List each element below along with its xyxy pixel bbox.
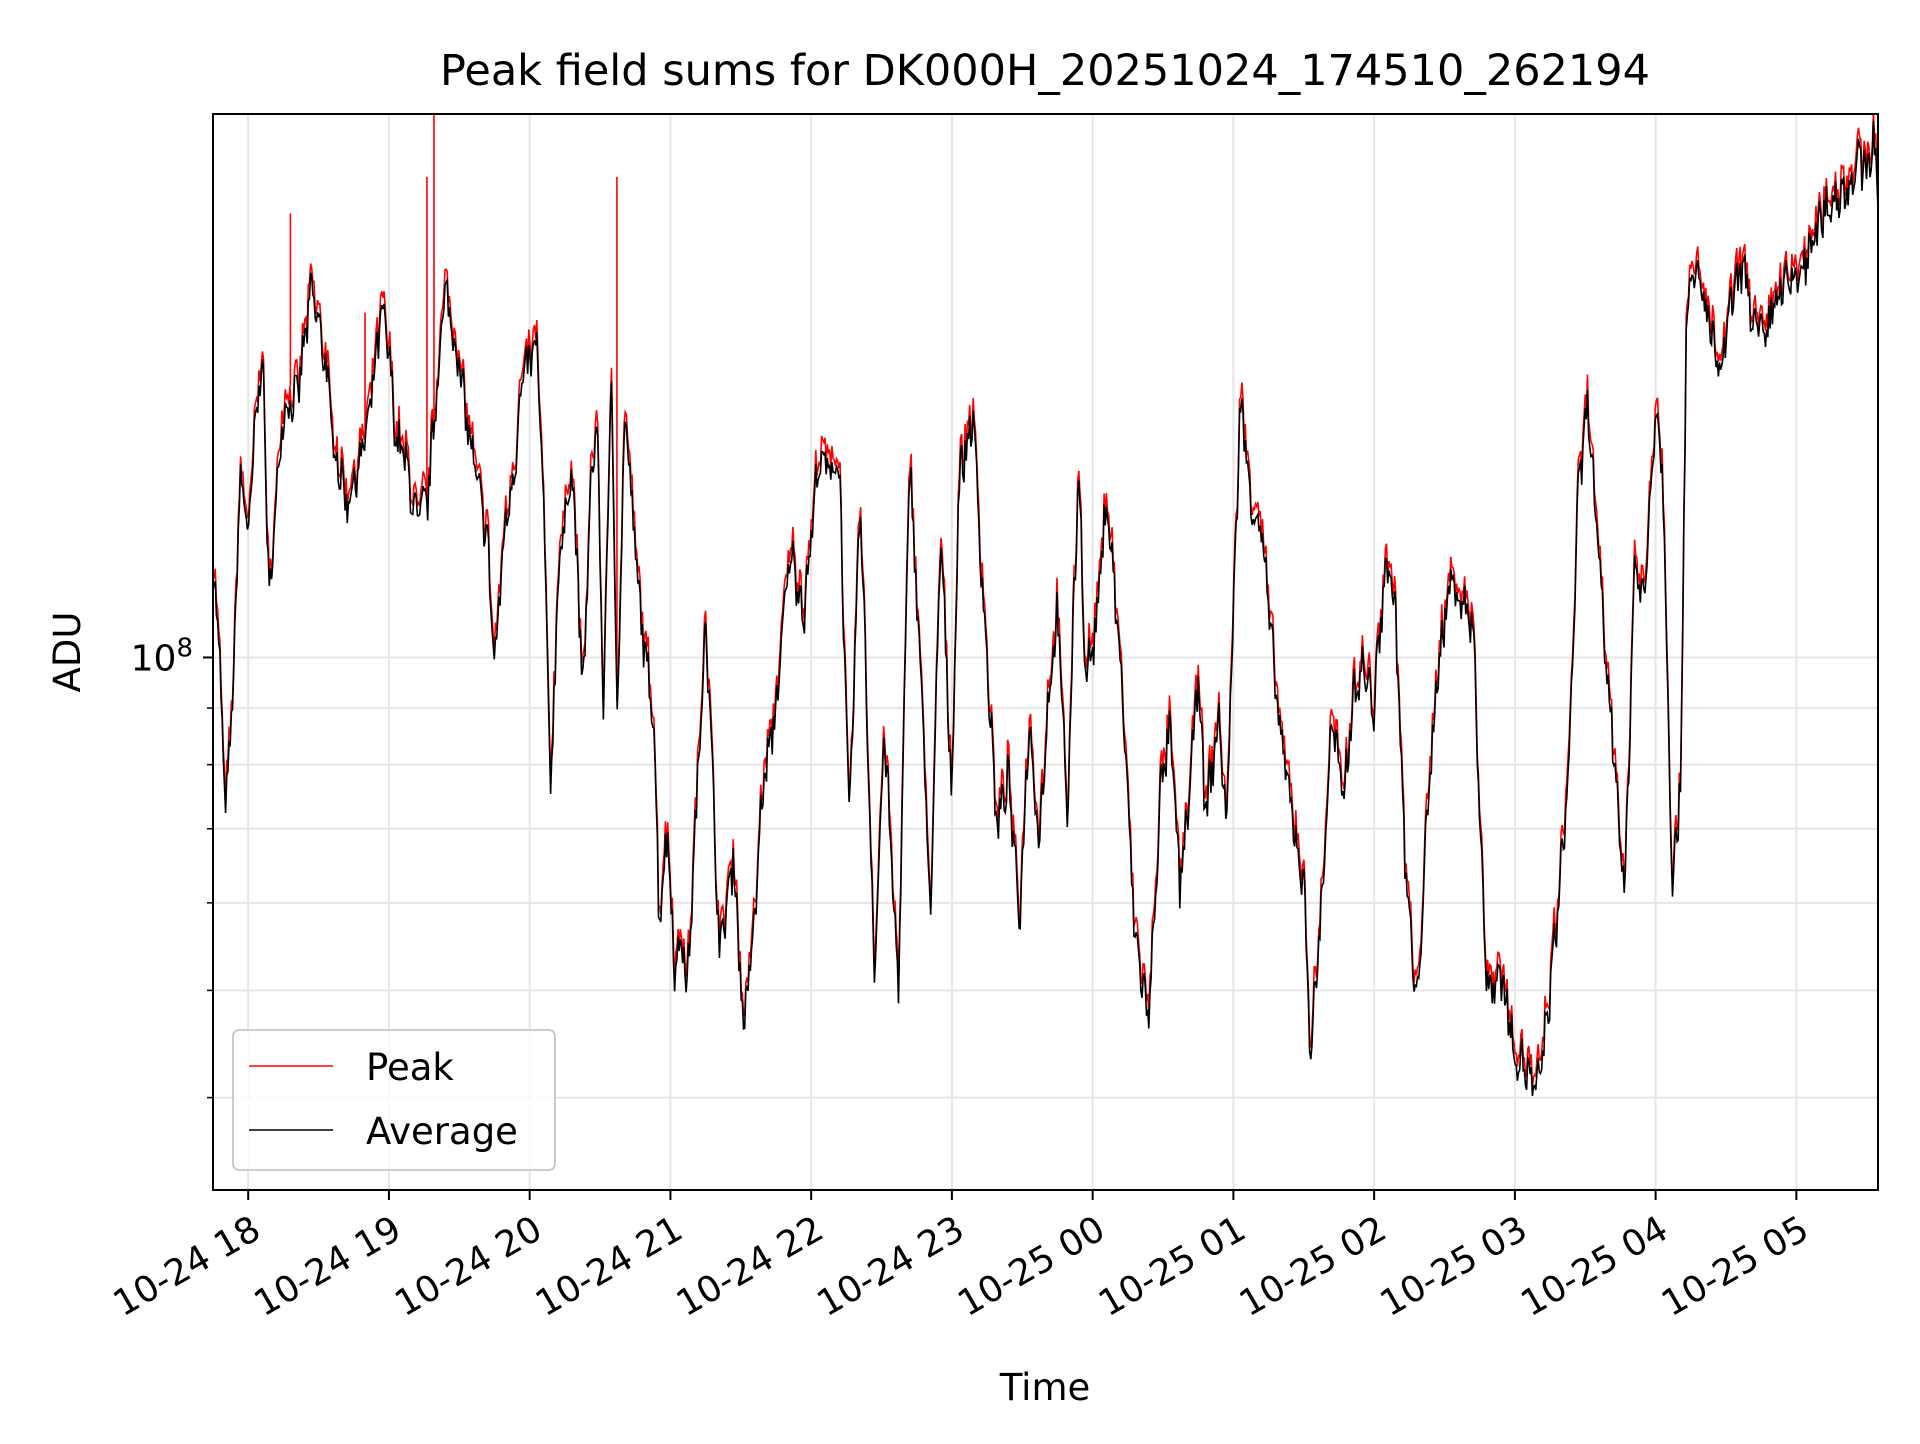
grid-lines	[213, 114, 1878, 1190]
legend-box	[232, 1029, 556, 1171]
chart-title: Peak field sums for DK000H_20251024_1745…	[440, 46, 1650, 96]
x-axis-label: Time	[999, 1366, 1091, 1409]
y-axis-label: ADU	[46, 612, 89, 693]
series-layer	[213, 114, 1878, 1096]
legend: Peak Average	[232, 1029, 556, 1171]
average-series-line	[213, 120, 1878, 1096]
legend-peak-label: Peak	[366, 1046, 454, 1089]
y-tick-label: 108	[131, 633, 193, 679]
plot-frame	[212, 113, 1879, 1191]
legend-average-label: Average	[366, 1110, 518, 1153]
plot-area	[213, 114, 1878, 1096]
